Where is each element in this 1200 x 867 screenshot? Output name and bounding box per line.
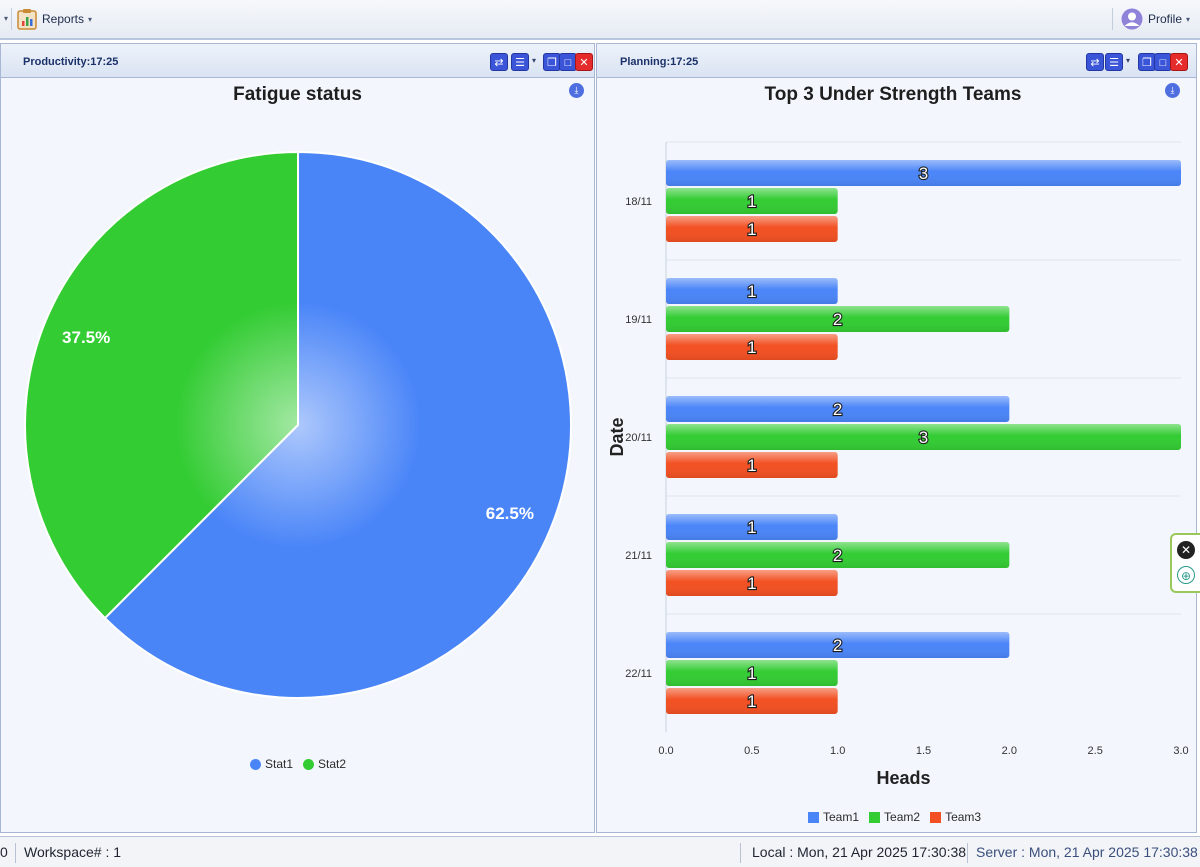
- legend-label: Team1: [823, 810, 860, 824]
- bar-data-label: 1: [747, 192, 756, 211]
- side-widget: ✕ ⊕: [1170, 533, 1200, 593]
- legend-item[interactable]: Stat2: [303, 757, 346, 771]
- x-tick-label: 2.5: [1088, 745, 1103, 757]
- bar-data-label: 2: [833, 400, 842, 419]
- panel-header: Productivity:17:25 ⇄ ☰ ▾ ❐ □ ✕: [1, 44, 594, 78]
- bar-data-label: 3: [919, 428, 928, 447]
- panel-title: Planning:17:25: [620, 56, 699, 68]
- bar-data-label: 1: [747, 338, 756, 357]
- legend-swatch: [930, 811, 942, 823]
- top-toolbar: ▾ Reports ▾ Profile ▾: [0, 0, 1200, 40]
- refresh-icon[interactable]: ⇄: [1086, 53, 1104, 71]
- legend-swatch: [808, 811, 819, 823]
- status-bar: 0 Workspace# : 1 Local : Mon, 21 Apr 202…: [0, 836, 1200, 867]
- legend-label: Team3: [945, 810, 982, 824]
- status-divider: [15, 843, 16, 863]
- bar-data-label: 1: [747, 664, 756, 683]
- y-tick-label: 22/11: [625, 668, 652, 680]
- chevron-down-icon: ▾: [88, 14, 93, 24]
- chart-title: Fatigue status: [233, 84, 362, 105]
- panel-header: Planning:17:25 ⇄ ☰ ▾ ❐ □ ✕: [597, 44, 1196, 78]
- pie-data-label: 37.5%: [62, 328, 110, 347]
- bar-data-label: 1: [747, 220, 756, 239]
- x-tick-label: 1.0: [830, 745, 845, 757]
- download-icon[interactable]: ⤓: [569, 83, 584, 98]
- pie-chart: 62.5% 37.5%: [24, 150, 572, 699]
- legend-item[interactable]: Stat1: [250, 757, 293, 771]
- chevron-down-icon[interactable]: ▾: [532, 56, 537, 65]
- panel-title: Productivity:17:25: [23, 56, 119, 68]
- pie-legend: Stat1 Stat2: [250, 757, 356, 771]
- clipboard-chart-icon: [17, 9, 37, 30]
- reports-label: Reports: [42, 12, 85, 26]
- toolbar-divider: [11, 8, 12, 30]
- legend-swatch: [869, 811, 881, 823]
- server-time: Server : Mon, 21 Apr 2025 17:30:38: [976, 844, 1198, 860]
- refresh-icon[interactable]: ⇄: [490, 53, 508, 71]
- local-time: Local : Mon, 21 Apr 2025 17:30:38: [752, 844, 967, 860]
- reports-menu[interactable]: Reports ▾: [17, 6, 92, 32]
- bar-data-label: 2: [833, 546, 842, 565]
- legend-label: Stat2: [318, 757, 347, 771]
- y-tick-label: 20/11: [625, 432, 652, 444]
- status-count: 0: [0, 844, 8, 860]
- bar-data-label: 2: [833, 310, 842, 329]
- status-divider: [740, 843, 741, 863]
- bar-data-label: 1: [747, 282, 756, 301]
- menu-icon[interactable]: ☰: [1105, 53, 1123, 71]
- bar-data-label: 2: [833, 636, 842, 655]
- left-caret-icon[interactable]: ▾: [4, 14, 9, 23]
- y-axis-title: Date: [607, 417, 627, 456]
- bar-data-label: 3: [919, 164, 928, 183]
- bar-data-label: 1: [747, 574, 756, 593]
- x-tick-label: 1.5: [916, 745, 931, 757]
- close-icon[interactable]: ✕: [575, 53, 593, 71]
- bar-data-label: 1: [747, 518, 756, 537]
- x-tick-label: 2.0: [1002, 745, 1017, 757]
- pie-data-label: 62.5%: [486, 504, 534, 523]
- profile-menu[interactable]: Profile ▾: [1121, 6, 1190, 32]
- chart-title: Top 3 Under Strength Teams: [764, 84, 1022, 105]
- avatar-icon: [1121, 8, 1143, 30]
- status-divider: [967, 843, 968, 863]
- bar-legend: Team1 Team2 Team3: [808, 810, 991, 824]
- toolbar-divider: [1112, 8, 1113, 30]
- legend-item[interactable]: Team2: [869, 810, 920, 824]
- bar-chart: 3 1 1 18/11 1 2 1 19/11 2 3 1 20/11 1 2 1 21/11 2 1 1 22/11…: [607, 141, 1189, 788]
- download-icon[interactable]: ⤓: [1165, 83, 1180, 98]
- legend-label: Team2: [884, 810, 921, 824]
- x-tick-label: 0.5: [744, 745, 759, 757]
- legend-swatch: [303, 758, 315, 770]
- profile-label: Profile: [1148, 12, 1183, 26]
- close-icon[interactable]: ✕: [1177, 541, 1195, 559]
- legend-item[interactable]: Team3: [930, 810, 981, 824]
- x-axis-title: Heads: [876, 768, 930, 788]
- chevron-down-icon: ▾: [1186, 14, 1191, 24]
- x-tick-label: 3.0: [1173, 745, 1188, 757]
- x-tick-label: 0.0: [658, 745, 673, 757]
- legend-swatch: [250, 758, 261, 770]
- chevron-down-icon[interactable]: ▾: [1126, 56, 1131, 65]
- close-icon[interactable]: ✕: [1170, 53, 1188, 71]
- y-tick-label: 19/11: [625, 314, 652, 326]
- legend-label: Stat1: [265, 757, 294, 771]
- globe-icon[interactable]: ⊕: [1177, 566, 1195, 584]
- menu-icon[interactable]: ☰: [511, 53, 529, 71]
- workspace-label: Workspace# : 1: [24, 844, 122, 860]
- bar-data-label: 1: [747, 692, 756, 711]
- legend-item[interactable]: Team1: [808, 810, 859, 824]
- bar-data-label: 1: [747, 456, 756, 475]
- y-tick-label: 18/11: [625, 196, 652, 208]
- y-tick-label: 21/11: [625, 550, 652, 562]
